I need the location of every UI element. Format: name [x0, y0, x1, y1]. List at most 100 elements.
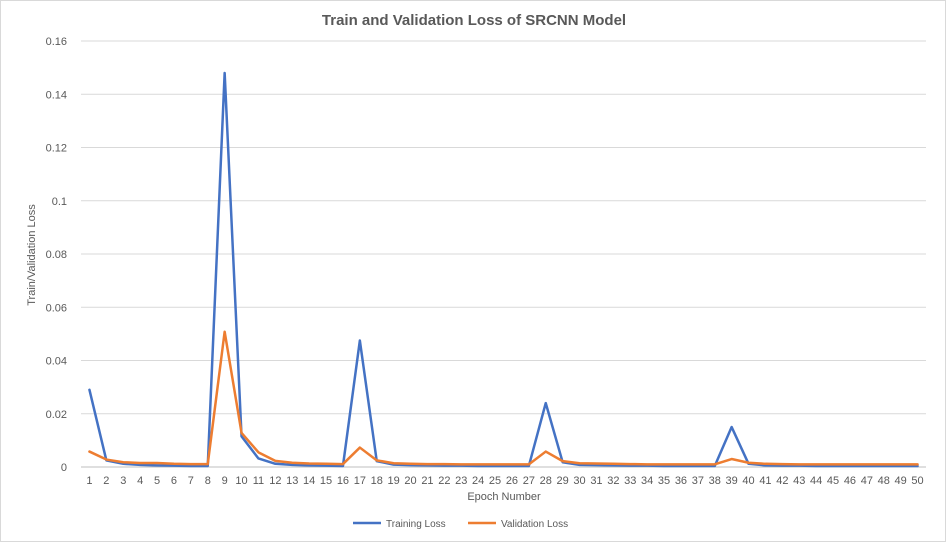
data-point — [156, 464, 158, 466]
x-tick-label: 14 — [303, 475, 315, 487]
data-point — [747, 462, 749, 464]
data-point — [392, 462, 394, 464]
data-point — [207, 463, 209, 465]
data-point — [629, 463, 631, 465]
data-point — [308, 462, 310, 464]
x-tick-label: 48 — [878, 475, 890, 487]
x-tick-label: 46 — [844, 475, 856, 487]
y-axis-ticks: 0 0.02 0.04 0.06 0.08 0.1 0.12 0.14 0.16 — [46, 36, 67, 474]
y-tick-label: 0.1 — [52, 196, 67, 208]
x-tick-label: 21 — [421, 475, 433, 487]
x-tick-label: 32 — [607, 475, 619, 487]
data-point — [376, 459, 378, 461]
series-line-training-loss — [88, 71, 919, 468]
x-tick-label: 11 — [253, 475, 264, 487]
x-tick-label: 31 — [590, 475, 602, 487]
x-tick-label: 9 — [222, 475, 228, 487]
y-tick-label: 0.08 — [46, 249, 67, 261]
data-point — [190, 463, 192, 465]
data-point — [578, 462, 580, 464]
x-tick-label: 39 — [726, 475, 738, 487]
x-tick-label: 36 — [675, 475, 687, 487]
x-tick-label: 20 — [404, 475, 416, 487]
data-point — [105, 458, 107, 460]
data-point — [798, 463, 800, 465]
x-tick-label: 24 — [472, 475, 484, 487]
x-tick-label: 33 — [624, 475, 636, 487]
y-tick-label: 0 — [61, 462, 67, 474]
x-tick-label: 6 — [171, 475, 177, 487]
x-tick-label: 3 — [120, 475, 126, 487]
x-tick-label: 29 — [557, 475, 569, 487]
data-point — [494, 463, 496, 465]
legend-label: Training Loss — [386, 519, 446, 530]
legend-label: Validation Loss — [501, 519, 568, 530]
x-tick-label: 30 — [573, 475, 585, 487]
data-point — [359, 339, 361, 341]
x-tick-label: 4 — [137, 475, 143, 487]
data-point — [122, 461, 124, 463]
x-tick-label: 19 — [388, 475, 400, 487]
y-tick-label: 0.14 — [46, 89, 67, 101]
x-tick-label: 10 — [235, 475, 247, 487]
data-point — [714, 463, 716, 465]
data-point — [342, 463, 344, 465]
x-tick-label: 38 — [709, 475, 721, 487]
x-tick-label: 25 — [489, 475, 501, 487]
data-point — [663, 463, 665, 465]
data-point — [612, 463, 614, 465]
data-point — [815, 463, 817, 465]
data-point — [223, 72, 225, 74]
data-point — [257, 451, 259, 453]
x-tick-label: 50 — [911, 475, 923, 487]
x-tick-label: 23 — [455, 475, 467, 487]
x-tick-label: 17 — [354, 475, 366, 487]
y-tick-label: 0.12 — [46, 143, 67, 155]
x-tick-label: 34 — [641, 475, 653, 487]
data-point — [511, 463, 513, 465]
x-tick-label: 12 — [269, 475, 281, 487]
y-axis-label: Train/Validation Loss — [26, 204, 38, 306]
x-tick-label: 27 — [523, 475, 535, 487]
x-tick-label: 41 — [759, 475, 771, 487]
x-axis-label: Epoch Number — [467, 491, 541, 503]
data-point — [88, 450, 90, 452]
series-line-validation-loss — [88, 330, 919, 466]
data-point — [274, 463, 276, 465]
x-tick-label: 7 — [188, 475, 194, 487]
x-tick-label: 5 — [154, 475, 160, 487]
legend: Training Loss Validation Loss — [353, 519, 568, 530]
data-point — [223, 331, 225, 333]
x-tick-label: 47 — [861, 475, 873, 487]
data-point — [781, 463, 783, 465]
x-tick-label: 44 — [810, 475, 822, 487]
x-tick-label: 42 — [776, 475, 788, 487]
data-point — [528, 463, 530, 465]
data-point — [477, 463, 479, 465]
y-tick-label: 0.16 — [46, 36, 67, 48]
data-point — [139, 462, 141, 464]
x-tick-label: 15 — [320, 475, 332, 487]
x-tick-label: 1 — [86, 475, 92, 487]
x-tick-label: 43 — [793, 475, 805, 487]
chart-title: Train and Validation Loss of SRCNN Model — [322, 12, 626, 29]
series-group — [88, 71, 919, 468]
x-tick-label: 49 — [895, 475, 907, 487]
x-tick-label: 8 — [205, 475, 211, 487]
x-tick-label: 22 — [438, 475, 450, 487]
data-point — [916, 463, 918, 465]
x-tick-label: 37 — [692, 475, 704, 487]
data-point — [409, 463, 411, 465]
x-tick-label: 35 — [658, 475, 670, 487]
data-point — [561, 460, 563, 462]
data-point — [257, 457, 259, 459]
y-tick-label: 0.02 — [46, 409, 67, 421]
x-tick-label: 2 — [103, 475, 109, 487]
data-point — [883, 463, 885, 465]
data-point — [764, 463, 766, 465]
data-point — [173, 463, 175, 465]
data-point — [291, 462, 293, 464]
data-point — [240, 432, 242, 434]
